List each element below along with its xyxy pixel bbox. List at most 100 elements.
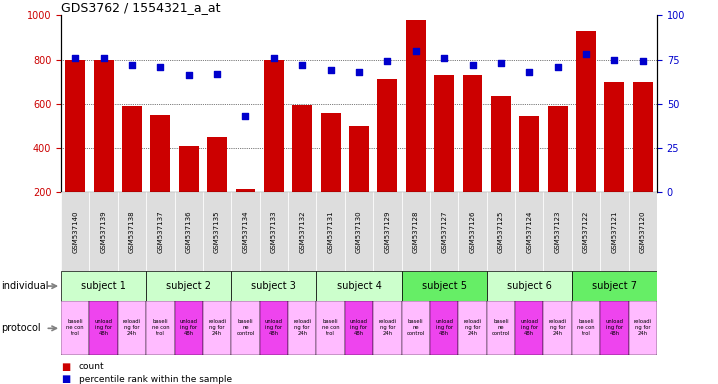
Bar — [208, 137, 227, 192]
Bar — [345, 301, 373, 355]
Point — [154, 63, 166, 70]
Text: reloadi
ng for
24h: reloadi ng for 24h — [549, 319, 567, 336]
Text: unload
ing for
48h: unload ing for 48h — [265, 319, 283, 336]
Bar — [146, 192, 174, 271]
Bar — [576, 31, 596, 192]
Bar — [93, 60, 113, 192]
Bar — [61, 271, 146, 301]
Text: GSM537126: GSM537126 — [470, 210, 475, 253]
Bar — [349, 126, 369, 192]
Point — [609, 56, 620, 63]
Text: GSM537130: GSM537130 — [356, 210, 362, 253]
Bar — [151, 115, 170, 192]
Text: GSM537140: GSM537140 — [73, 210, 78, 253]
Text: subject 7: subject 7 — [592, 281, 637, 291]
Bar — [487, 271, 572, 301]
Text: GSM537128: GSM537128 — [413, 210, 419, 253]
Text: ■: ■ — [61, 374, 70, 384]
Text: GSM537135: GSM537135 — [214, 210, 220, 253]
Bar — [118, 301, 146, 355]
Bar — [519, 116, 539, 192]
Bar — [203, 301, 231, 355]
Bar — [605, 82, 625, 192]
Bar — [264, 60, 284, 192]
Bar — [231, 271, 317, 301]
Text: unload
ing for
48h: unload ing for 48h — [521, 319, 538, 336]
Point — [637, 58, 648, 65]
Bar — [373, 192, 401, 271]
Point — [410, 48, 421, 54]
Text: individual: individual — [1, 281, 49, 291]
Text: unload
ing for
48h: unload ing for 48h — [435, 319, 453, 336]
Text: GSM537137: GSM537137 — [157, 210, 164, 253]
Bar — [345, 192, 373, 271]
Point — [353, 69, 365, 75]
Text: baseli
ne
control: baseli ne control — [406, 319, 425, 336]
Bar — [572, 301, 600, 355]
Text: GSM537131: GSM537131 — [327, 210, 334, 253]
Bar — [118, 192, 146, 271]
Bar — [292, 105, 312, 192]
Bar — [65, 60, 85, 192]
Bar — [61, 301, 90, 355]
Text: baseli
ne con
trol: baseli ne con trol — [151, 319, 169, 336]
Bar — [487, 192, 515, 271]
Bar — [515, 192, 544, 271]
Text: GSM537138: GSM537138 — [129, 210, 135, 253]
Bar — [203, 192, 231, 271]
Bar — [430, 192, 458, 271]
Bar — [174, 301, 203, 355]
Point — [126, 62, 138, 68]
Text: baseli
ne con
trol: baseli ne con trol — [66, 319, 84, 336]
Point — [495, 60, 507, 66]
Bar — [317, 192, 345, 271]
Text: GSM537132: GSM537132 — [299, 210, 305, 253]
Text: count: count — [79, 362, 105, 371]
Bar — [401, 301, 430, 355]
Bar — [600, 192, 628, 271]
Point — [552, 63, 564, 70]
Point — [183, 72, 195, 78]
Point — [70, 55, 81, 61]
Text: unload
ing for
48h: unload ing for 48h — [605, 319, 623, 336]
Bar — [548, 106, 567, 192]
Bar — [122, 106, 142, 192]
Bar — [373, 301, 401, 355]
Bar — [458, 301, 487, 355]
Bar — [401, 271, 487, 301]
Point — [325, 67, 336, 73]
Text: baseli
ne
control: baseli ne control — [492, 319, 510, 336]
Bar — [628, 192, 657, 271]
Point — [523, 69, 535, 75]
Text: GDS3762 / 1554321_a_at: GDS3762 / 1554321_a_at — [61, 1, 220, 14]
Text: GSM537133: GSM537133 — [271, 210, 277, 253]
Text: unload
ing for
48h: unload ing for 48h — [180, 319, 197, 336]
Text: subject 3: subject 3 — [251, 281, 297, 291]
Bar — [146, 301, 174, 355]
Bar — [90, 192, 118, 271]
Bar — [317, 301, 345, 355]
Text: reloadi
ng for
24h: reloadi ng for 24h — [293, 319, 312, 336]
Point — [580, 51, 592, 57]
Bar — [321, 113, 340, 192]
Text: reloadi
ng for
24h: reloadi ng for 24h — [463, 319, 482, 336]
Text: GSM537136: GSM537136 — [186, 210, 192, 253]
Text: reloadi
ng for
24h: reloadi ng for 24h — [208, 319, 226, 336]
Text: subject 1: subject 1 — [81, 281, 126, 291]
Text: GSM537120: GSM537120 — [640, 210, 645, 253]
Bar — [544, 192, 572, 271]
Bar — [231, 192, 260, 271]
Text: subject 4: subject 4 — [337, 281, 381, 291]
Text: percentile rank within the sample: percentile rank within the sample — [79, 375, 232, 384]
Bar — [260, 192, 288, 271]
Text: unload
ing for
48h: unload ing for 48h — [95, 319, 113, 336]
Point — [240, 113, 251, 119]
Bar — [236, 189, 256, 192]
Bar — [434, 75, 454, 192]
Text: GSM537139: GSM537139 — [101, 210, 106, 253]
Text: unload
ing for
48h: unload ing for 48h — [350, 319, 368, 336]
Bar — [90, 301, 118, 355]
Text: reloadi
ng for
24h: reloadi ng for 24h — [634, 319, 652, 336]
Text: subject 2: subject 2 — [167, 281, 211, 291]
Bar — [174, 192, 203, 271]
